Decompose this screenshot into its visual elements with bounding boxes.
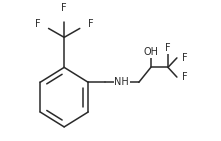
Text: NH: NH — [114, 77, 129, 87]
Text: F: F — [165, 43, 171, 53]
Text: F: F — [34, 19, 40, 29]
Text: F: F — [88, 19, 94, 29]
Text: F: F — [182, 72, 187, 82]
Text: OH: OH — [143, 47, 158, 57]
Text: F: F — [182, 53, 187, 63]
Text: F: F — [61, 3, 67, 13]
